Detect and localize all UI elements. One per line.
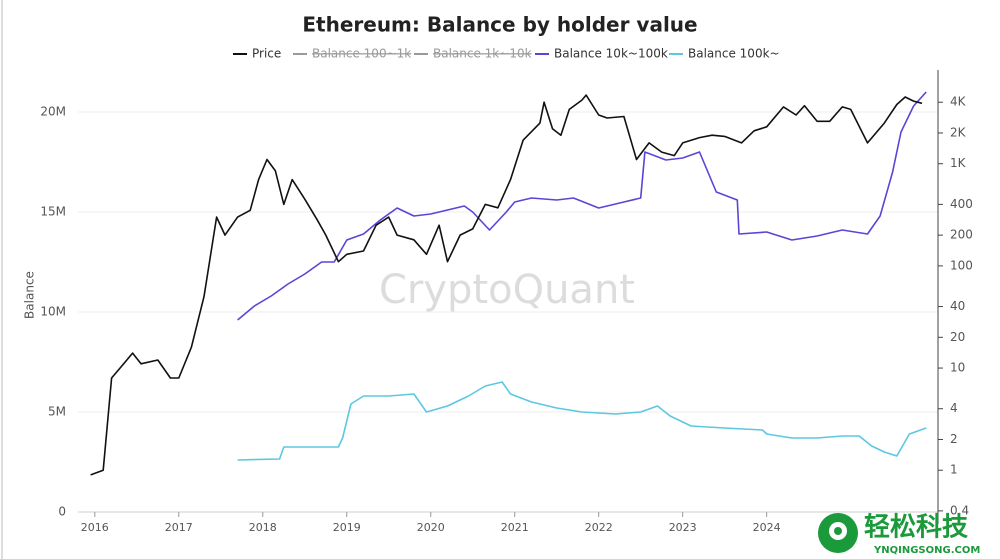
legend-label[interactable]: Balance 1k~10k bbox=[433, 47, 532, 61]
logo-subtitle: YNQINGSONG.COM bbox=[873, 545, 980, 556]
series-line bbox=[90, 94, 923, 476]
logo: 轻松科技 YNQINGSONG.COM bbox=[818, 513, 980, 556]
chart-title: Ethereum: Balance by holder value bbox=[302, 13, 697, 37]
legend-label[interactable]: Balance 10k~100k bbox=[554, 47, 668, 61]
x-tick-label: 2016 bbox=[81, 521, 109, 534]
x-tick-label: 2020 bbox=[417, 521, 445, 534]
legend-label[interactable]: Price bbox=[252, 47, 281, 61]
x-tick-label: 2017 bbox=[165, 521, 193, 534]
series-line bbox=[237, 91, 927, 321]
x-tick-label: 2018 bbox=[249, 521, 277, 534]
watermark: CryptoQuant bbox=[379, 267, 635, 313]
y2-tick-label: 1 bbox=[950, 463, 958, 477]
x-tick-label: 2019 bbox=[333, 521, 361, 534]
y-tick-label: 15M bbox=[40, 205, 66, 219]
y-tick-label: 5M bbox=[48, 405, 66, 419]
y2-tick-label: 200 bbox=[950, 228, 973, 242]
x-tick-label: 2023 bbox=[669, 521, 697, 534]
logo-icon-pupil bbox=[834, 527, 842, 535]
y2-tick-label: 2 bbox=[950, 432, 958, 446]
y2-tick-label: 40 bbox=[950, 299, 965, 313]
y-tick-label: 10M bbox=[40, 305, 66, 319]
series-line bbox=[237, 381, 927, 461]
logo-title: 轻松科技 bbox=[864, 513, 968, 543]
y2-tick-label: 400 bbox=[950, 197, 973, 211]
x-tick-label: 2021 bbox=[501, 521, 529, 534]
y2-tick-label: 2K bbox=[950, 125, 967, 139]
legend-label[interactable]: Balance 100~1k bbox=[312, 47, 411, 61]
legend-label[interactable]: Balance 100k~ bbox=[688, 47, 780, 61]
x-tick-label: 2022 bbox=[585, 521, 613, 534]
x-tick-label: 2024 bbox=[753, 521, 781, 534]
y-tick-label: 20M bbox=[40, 105, 66, 119]
y2-tick-label: 1K bbox=[950, 156, 967, 170]
y2-tick-label: 0.4 bbox=[950, 503, 969, 517]
y-axis-label: Balance bbox=[23, 271, 37, 319]
y2-tick-label: 4 bbox=[950, 401, 958, 415]
y-tick-label: 0 bbox=[58, 505, 66, 519]
y2-tick-label: 4K bbox=[950, 95, 967, 109]
y2-tick-label: 10 bbox=[950, 361, 965, 375]
y2-tick-label: 20 bbox=[950, 330, 965, 344]
y2-tick-label: 100 bbox=[950, 258, 973, 272]
